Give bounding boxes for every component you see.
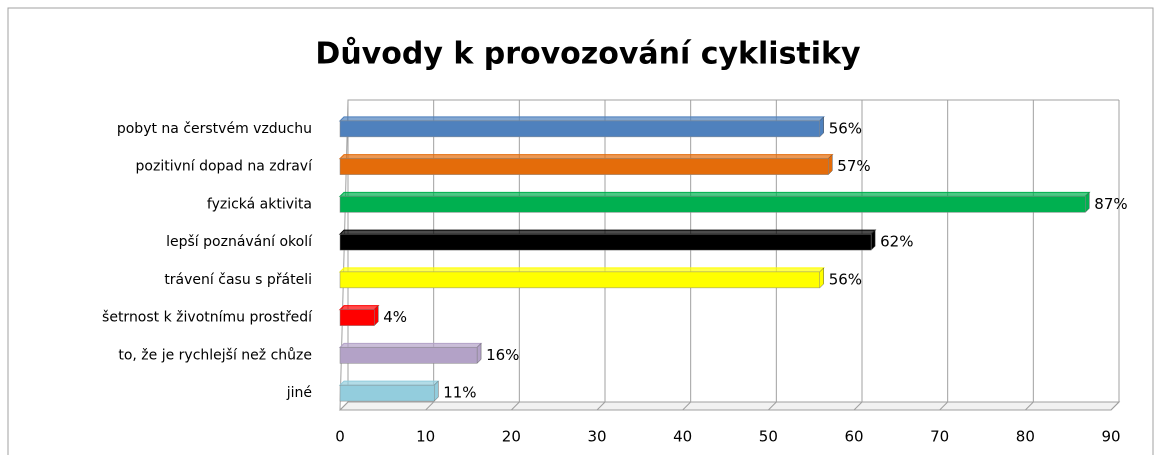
x-tick-label: 10 bbox=[416, 428, 435, 446]
value-label: 56% bbox=[829, 270, 862, 288]
y-tick-label: pobyt na čerstvém vzduchu bbox=[117, 121, 312, 137]
y-tick-label: to, že je rychlejší než chůze bbox=[118, 347, 312, 363]
floor bbox=[338, 401, 1121, 411]
x-tick-label: 90 bbox=[1101, 428, 1120, 446]
x-tick-label: 20 bbox=[502, 428, 521, 446]
bar-top bbox=[338, 380, 440, 386]
bar-top bbox=[338, 154, 834, 160]
value-label: 16% bbox=[486, 346, 519, 364]
x-tick-label: 70 bbox=[930, 428, 949, 446]
y-tick-label: trávení času s přáteli bbox=[164, 272, 312, 288]
x-tick-label: 0 bbox=[335, 428, 345, 446]
x-tick-label: 80 bbox=[1016, 428, 1035, 446]
value-label: 87% bbox=[1094, 195, 1127, 213]
y-tick-label: šetrnost k životnímu prostředí bbox=[102, 310, 313, 326]
value-label: 57% bbox=[837, 157, 870, 175]
bar-top bbox=[338, 116, 825, 122]
bar bbox=[339, 309, 375, 326]
bar bbox=[339, 347, 478, 364]
bar-top bbox=[338, 267, 825, 273]
bar bbox=[339, 158, 829, 175]
value-label: 11% bbox=[443, 384, 476, 402]
value-label: 62% bbox=[880, 233, 913, 251]
y-tick-label: lepší poznávání okolí bbox=[166, 234, 313, 250]
y-tick-label: fyzická aktivita bbox=[207, 196, 312, 212]
bar bbox=[339, 196, 1086, 213]
bar bbox=[339, 271, 820, 289]
bar bbox=[339, 233, 872, 251]
x-tick-label: 60 bbox=[844, 428, 863, 446]
x-tick-label: 50 bbox=[759, 428, 778, 446]
grid-line bbox=[1110, 100, 1120, 411]
bar-top bbox=[338, 305, 380, 311]
x-tick-label: 40 bbox=[673, 428, 692, 446]
y-tick-label: pozitivní dopad na zdraví bbox=[136, 159, 314, 175]
bar-top bbox=[338, 191, 1091, 197]
bar-top bbox=[338, 342, 483, 348]
value-label: 4% bbox=[383, 308, 407, 326]
bar bbox=[339, 384, 435, 402]
x-tick-label: 30 bbox=[587, 428, 606, 446]
bar-top bbox=[338, 229, 877, 235]
value-label: 56% bbox=[829, 119, 862, 137]
bar bbox=[339, 120, 820, 138]
y-tick-label: jiné bbox=[286, 385, 312, 401]
chart-title: Důvody k provozování cyklistiky bbox=[315, 36, 861, 72]
